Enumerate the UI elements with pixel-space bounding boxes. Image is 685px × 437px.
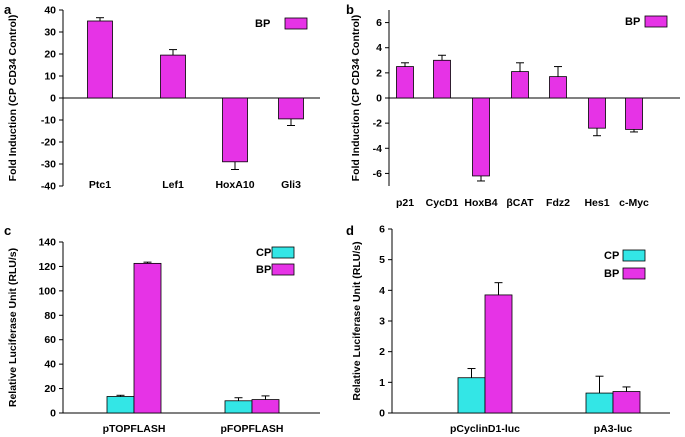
y-tick-label-d-5: 1 [379, 377, 385, 389]
bar-b-bp-1 [433, 59, 451, 99]
y-tick-label-a-2: 20 [44, 49, 56, 61]
bar-b-bp-0 [396, 66, 414, 99]
y-tick-label-d-3: 3 [379, 316, 385, 328]
y-tick-label-c-7: 0 [50, 408, 56, 420]
y-tick-label-c-1: 120 [38, 261, 56, 273]
legend-swatch-c-cp [271, 246, 295, 259]
y-tick-label-b-1: 4 [376, 42, 382, 54]
y-tick-label-b-6: -6 [373, 168, 382, 180]
y-tick-label-c-4: 60 [44, 334, 56, 346]
category-label-b-0: p21 [396, 197, 414, 209]
y-tick-label-a-6: -20 [41, 137, 56, 149]
bar-c-cp-0 [106, 396, 135, 414]
bar-b-bp-2 [472, 97, 490, 177]
category-label-a-0: Ptc1 [89, 179, 111, 191]
bar-a-bp-1 [160, 54, 186, 99]
legend-label-d-cp: CP [604, 250, 619, 262]
bar-a-bp-0 [87, 20, 113, 99]
legend-label-b-bp: BP [625, 16, 640, 28]
y-tick-label-d-2: 4 [379, 285, 385, 297]
y-tick-label-b-0: 6 [376, 17, 382, 29]
y-axis-title-a: Fold Induction (CP CD34 Control) [7, 15, 19, 182]
y-tick-label-c-5: 40 [44, 359, 56, 371]
category-label-d-0: pCyclinD1-luc [450, 423, 520, 435]
bar-d-bp-0 [484, 294, 513, 414]
y-tick-label-a-7: -30 [41, 159, 56, 171]
legend-label-c-bp: BP [256, 264, 271, 276]
legend-swatch-d-bp [622, 267, 646, 280]
bar-d-bp-1 [612, 391, 641, 414]
y-tick-label-a-1: 30 [44, 27, 56, 39]
bar-a-bp-2 [222, 97, 248, 163]
y-tick-label-d-4: 2 [379, 346, 385, 358]
y-tick-label-c-3: 80 [44, 310, 56, 322]
y-tick-label-a-4: 0 [50, 93, 56, 105]
y-tick-label-a-5: -10 [41, 115, 56, 127]
category-label-a-3: Gli3 [281, 179, 301, 191]
y-tick-label-b-3: 0 [376, 93, 382, 105]
panel-letter-a: a [4, 2, 12, 17]
category-label-a-2: HoxA10 [215, 179, 254, 191]
y-tick-label-a-3: 10 [44, 71, 56, 83]
y-tick-label-d-1: 5 [379, 254, 385, 266]
y-tick-label-d-6: 0 [379, 408, 385, 420]
panel-letter-c: c [4, 223, 11, 238]
category-label-a-1: Lef1 [162, 179, 184, 191]
y-axis-title-d: Relative Luciferase Unit (RLU/s) [351, 241, 363, 400]
category-label-d-1: pA3-luc [594, 423, 633, 435]
category-label-c-1: pFOPFLASH [221, 423, 284, 435]
category-label-b-1: CycD1 [426, 197, 459, 209]
y-tick-label-c-2: 100 [38, 285, 56, 297]
y-tick-label-a-0: 40 [44, 5, 56, 17]
category-label-b-4: Fdz2 [546, 197, 570, 209]
y-tick-label-d-0: 6 [379, 224, 385, 236]
legend-swatch-c-bp [271, 263, 295, 276]
legend-label-d-bp: BP [604, 268, 619, 280]
bar-d-cp-0 [457, 377, 486, 414]
legend-label-a-bp: BP [255, 18, 270, 30]
legend-swatch-d-cp [622, 249, 646, 262]
y-axis-title-c: Relative Luciferase Unit (RLU/s) [7, 248, 19, 407]
bar-b-bp-3 [511, 71, 529, 99]
bar-d-cp-1 [585, 392, 614, 414]
y-axis-title-b: Fold Induction (CP CD34 Control) [350, 15, 362, 182]
category-label-b-6: c-Myc [619, 197, 649, 209]
category-label-b-3: βCAT [506, 197, 534, 209]
panel-letter-b: b [346, 2, 354, 17]
category-label-b-2: HoxB4 [464, 197, 497, 209]
bar-b-bp-4 [549, 76, 567, 99]
bar-c-bp-1 [251, 399, 280, 414]
y-tick-label-b-4: -2 [373, 118, 382, 130]
bar-a-bp-3 [278, 97, 304, 120]
category-label-b-5: Hes1 [584, 197, 609, 209]
bar-b-bp-5 [588, 97, 606, 129]
legend-label-c-cp: CP [256, 247, 271, 259]
y-tick-label-c-6: 20 [44, 383, 56, 395]
y-tick-label-c-0: 140 [38, 237, 56, 249]
y-tick-label-b-5: -4 [373, 143, 382, 155]
bar-c-bp-0 [133, 262, 162, 414]
bar-b-bp-6 [625, 97, 643, 130]
bar-c-cp-1 [224, 400, 253, 414]
y-tick-label-a-8: -40 [41, 181, 56, 193]
y-tick-label-b-2: 2 [376, 67, 382, 79]
category-label-c-0: pTOPFLASH [103, 423, 166, 435]
legend-swatch-a-bp [284, 17, 308, 30]
legend-swatch-b-bp [644, 15, 668, 28]
panel-letter-d: d [346, 223, 354, 238]
